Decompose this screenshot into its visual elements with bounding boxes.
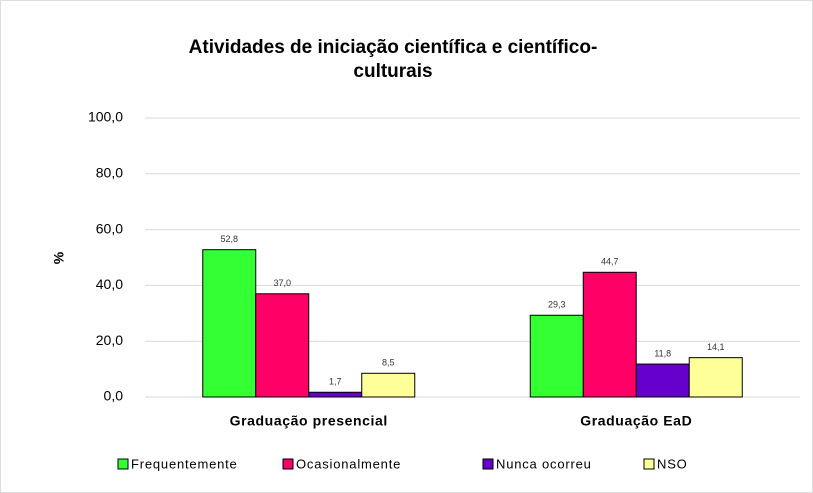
- bar: [255, 293, 310, 398]
- legend-swatch: [482, 458, 494, 470]
- bar: [582, 271, 637, 398]
- x-tick-label: Graduação EaD: [580, 413, 692, 429]
- value-label: 44,7: [601, 257, 619, 267]
- x-tick-label: Graduação presencial: [230, 413, 388, 429]
- legend-swatch: [282, 458, 294, 470]
- chart-title: Atividades de iniciação científica e cie…: [189, 37, 598, 58]
- value-label: 1,7: [329, 377, 342, 387]
- y-tick-label: 0,0: [104, 388, 124, 404]
- value-label: 14,1: [707, 342, 725, 352]
- y-tick-label: 60,0: [96, 220, 123, 236]
- legend-label: Ocasionalmente: [296, 456, 401, 471]
- bar: [361, 372, 416, 398]
- value-label: 8,5: [382, 358, 395, 368]
- y-tick-label: 80,0: [96, 165, 123, 181]
- bar: [529, 314, 584, 398]
- bar: [202, 249, 257, 398]
- y-tick-label: 20,0: [96, 332, 123, 348]
- bar: [688, 357, 743, 398]
- legend-label: Frequentemente: [131, 456, 238, 471]
- legend-swatch: [117, 458, 129, 470]
- chart-title: culturais: [353, 61, 432, 82]
- y-axis-label: %: [51, 251, 67, 264]
- y-tick-label: 100,0: [88, 109, 123, 125]
- bar: [635, 363, 690, 398]
- value-label: 52,8: [220, 234, 238, 244]
- value-label: 29,3: [548, 300, 566, 310]
- y-tick-label: 40,0: [96, 276, 123, 292]
- value-label: 37,0: [273, 278, 291, 288]
- legend-label: Nunca ocorreu: [496, 456, 592, 471]
- value-label: 11,8: [654, 348, 671, 358]
- legend-swatch: [643, 458, 655, 470]
- bar: [308, 391, 363, 398]
- legend-label: NSO: [657, 456, 688, 471]
